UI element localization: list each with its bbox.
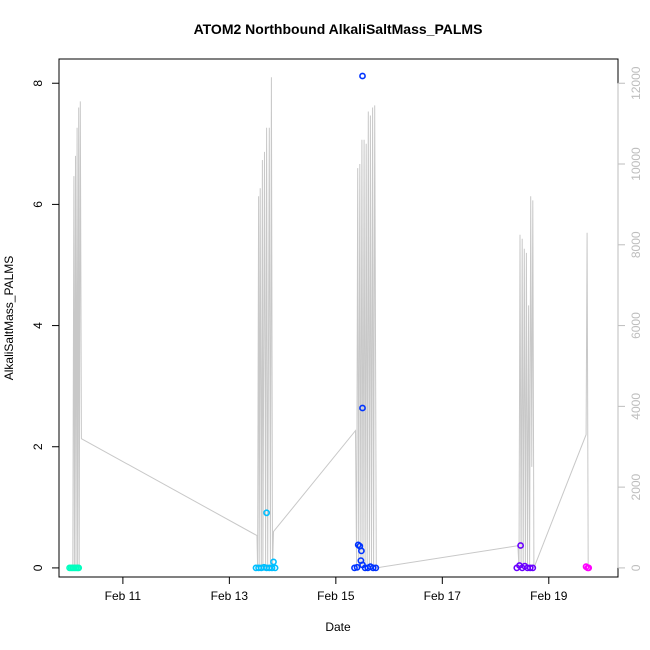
y-tick-label: 4 [31, 322, 45, 329]
x-tick-label: Feb 19 [530, 589, 568, 603]
data-point-s2-8 [359, 404, 366, 412]
y-tick-label: 6 [31, 201, 45, 208]
x-axis-label: Date [325, 620, 351, 634]
data-point-s2-7 [359, 72, 366, 80]
y-axis-label: AlkaliSaltMass_PALMS [2, 256, 16, 381]
data-point-s2-5 [357, 547, 365, 555]
y-axis: 0 2 4 6 8 [31, 80, 60, 571]
x-tick-label: Feb 15 [317, 589, 355, 603]
y-tick-label: 2 [31, 443, 45, 450]
chart-title: ATOM2 Northbound AlkaliSaltMass_PALMS [194, 21, 483, 37]
y2-axis: 0 2000 4000 6000 8000 10000 12000 [617, 66, 643, 571]
y2-tick-label: 6000 [629, 312, 643, 339]
y2-tick-label: 8000 [629, 231, 643, 258]
x-axis: Feb 11 Feb 13 Feb 15 Feb 17 Feb 19 [105, 576, 568, 603]
data-point-s4-2 [585, 564, 593, 572]
x-tick-label: Feb 13 [211, 589, 249, 603]
y2-tick-label: 10000 [629, 147, 643, 181]
altitude-trace-line [72, 77, 589, 569]
y2-tick-label: 12000 [629, 66, 643, 100]
y2-tick-label: 2000 [629, 473, 643, 500]
data-point-s3-6 [526, 564, 534, 572]
x-tick-label: Feb 17 [424, 589, 462, 603]
data-point-s3-2 [517, 542, 524, 549]
data-point-s1-9 [271, 564, 279, 572]
data-point-s1-8 [270, 558, 277, 566]
data-point-s2-1 [353, 563, 361, 571]
data-point-s1-7 [268, 564, 276, 572]
data-point-s3-7 [529, 564, 537, 572]
y-tick-label: 0 [31, 564, 45, 571]
points-layer [66, 72, 593, 572]
trace-layer [72, 77, 589, 569]
y2-tick-label: 0 [629, 564, 643, 571]
data-point-s1-5 [263, 509, 270, 517]
x-tick-label: Feb 11 [105, 589, 142, 603]
data-point-s2-12 [369, 564, 377, 572]
y-tick-label: 8 [31, 80, 45, 87]
data-point-s0-6 [75, 564, 83, 572]
data-point-s2-13 [372, 564, 380, 572]
y2-tick-label: 4000 [629, 393, 643, 420]
